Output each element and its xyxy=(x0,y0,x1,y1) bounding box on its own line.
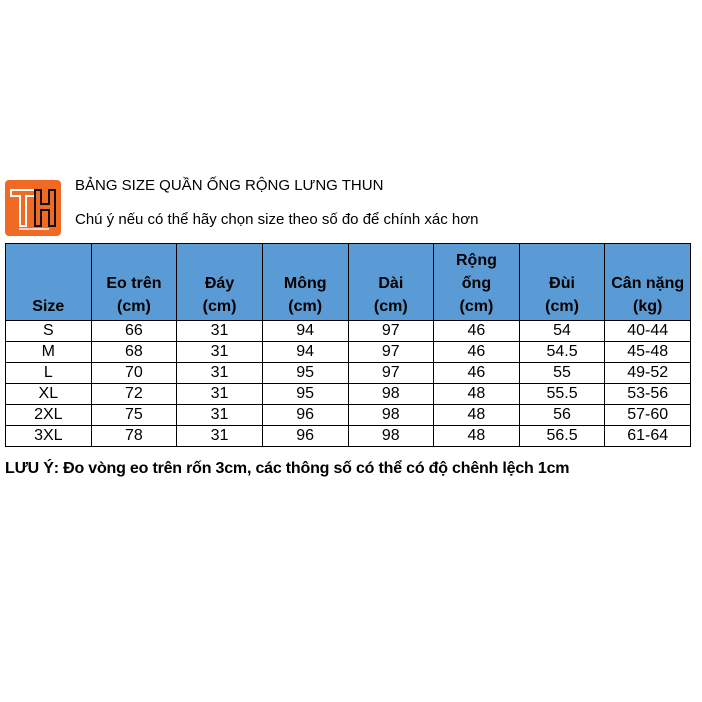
table-cell: 70 xyxy=(90,362,178,384)
table-cell: 68 xyxy=(90,341,178,363)
table-row: 3XL 78 31 96 98 48 56.5 61-64 xyxy=(5,425,691,447)
table-cell: 94 xyxy=(261,341,349,363)
table-cell: 49-52 xyxy=(604,362,691,384)
table-cell: 55 xyxy=(518,362,606,384)
table-cell: 95 xyxy=(261,362,349,384)
table-cell: 98 xyxy=(347,404,435,426)
table-cell: 40-44 xyxy=(604,320,691,342)
table-row: 2XL 75 31 96 98 48 56 57-60 xyxy=(5,404,691,426)
table-cell: 31 xyxy=(176,341,263,363)
table-cell: 56.5 xyxy=(518,425,606,447)
column-header: Rộng ống (cm) xyxy=(433,243,520,321)
table-cell: 54.5 xyxy=(518,341,606,363)
column-header-line: (cm) xyxy=(459,298,494,315)
table-cell: XL xyxy=(5,383,92,405)
table-cell: 3XL xyxy=(5,425,92,447)
table-row: XL 72 31 95 98 48 55.5 53-56 xyxy=(5,383,691,405)
table-cell: 97 xyxy=(347,320,435,342)
table-cell: 53-56 xyxy=(604,383,691,405)
table-row: M 68 31 94 97 46 54.5 45-48 xyxy=(5,341,691,363)
table-cell: 94 xyxy=(261,320,349,342)
table-cell: 31 xyxy=(176,362,263,384)
table-header-row: Size Eo trên (cm) Đáy (cm) Mông (cm) Dài (cm) Rộn… xyxy=(5,243,691,321)
table-cell: 98 xyxy=(347,425,435,447)
table-cell: 72 xyxy=(90,383,178,405)
size-note: LƯU Ý: Đo vòng eo trên rốn 3cm, các thôn… xyxy=(5,460,570,477)
column-header-line: Dài xyxy=(378,275,404,292)
table-cell: 31 xyxy=(176,404,263,426)
column-header-line: Mông xyxy=(283,275,327,292)
column-header-line: (cm) xyxy=(202,298,237,315)
table-cell: 75 xyxy=(90,404,178,426)
column-header-line: (cm) xyxy=(545,298,579,315)
page-title: BẢNG SIZE QUẦN ỐNG RỘNG LƯNG THUN xyxy=(75,177,384,194)
size-table: Size Eo trên (cm) Đáy (cm) Mông (cm) Dài (cm) Rộn… xyxy=(5,243,691,447)
table-cell: L xyxy=(5,362,92,384)
table-cell: 54 xyxy=(518,320,606,342)
table-cell: 97 xyxy=(347,362,435,384)
table-cell: 2XL xyxy=(5,404,92,426)
table-cell: 46 xyxy=(433,362,520,384)
table-cell: 96 xyxy=(261,425,349,447)
table-cell: 55.5 xyxy=(518,383,606,405)
page-subtitle: Chú ý nếu có thể hãy chọn size theo số đ… xyxy=(75,211,479,228)
table-row: S 66 31 94 97 46 54 40-44 xyxy=(5,320,691,342)
table-cell: 96 xyxy=(261,404,349,426)
table-cell: 48 xyxy=(433,404,520,426)
brand-logo xyxy=(5,180,61,236)
column-header-line: Đáy xyxy=(204,275,235,292)
table-cell: 46 xyxy=(433,320,520,342)
column-header-line: (cm) xyxy=(117,298,151,315)
table-cell: 48 xyxy=(433,425,520,447)
table-cell: 31 xyxy=(176,383,263,405)
column-header: Eo trên (cm) xyxy=(90,243,178,321)
table-cell: 95 xyxy=(261,383,349,405)
table-cell: 98 xyxy=(347,383,435,405)
column-header: Dài (cm) xyxy=(347,243,435,321)
table-cell: 31 xyxy=(176,320,263,342)
table-cell: 31 xyxy=(176,425,263,447)
column-header: Đùi (cm) xyxy=(518,243,606,321)
table-cell: 78 xyxy=(90,425,178,447)
column-header-line: (kg) xyxy=(633,298,663,315)
table-cell: 45-48 xyxy=(604,341,691,363)
table-cell: 97 xyxy=(347,341,435,363)
column-header-line: ống xyxy=(461,275,492,292)
table-cell: 48 xyxy=(433,383,520,405)
column-header-line: Size xyxy=(32,298,65,315)
column-header-line: (cm) xyxy=(288,298,323,315)
column-header: Mông (cm) xyxy=(261,243,349,321)
column-header-line: Đùi xyxy=(549,275,575,292)
column-header: Đáy (cm) xyxy=(176,243,263,321)
table-cell: 66 xyxy=(90,320,178,342)
table-row: L 70 31 95 97 46 55 49-52 xyxy=(5,362,691,384)
table-cell: 56 xyxy=(518,404,606,426)
column-header: Cân nặng (kg) xyxy=(604,243,691,321)
column-header-line: Rộng xyxy=(456,252,497,269)
table-cell: 61-64 xyxy=(604,425,691,447)
table-cell: 57-60 xyxy=(604,404,691,426)
table-cell: 46 xyxy=(433,341,520,363)
column-header-line: (cm) xyxy=(373,298,408,315)
column-header: Size xyxy=(5,243,92,321)
table-cell: S xyxy=(5,320,92,342)
table-cell: M xyxy=(5,341,92,363)
column-header-line: Cân nặng xyxy=(611,275,685,292)
column-header-line: Eo trên xyxy=(106,275,162,292)
